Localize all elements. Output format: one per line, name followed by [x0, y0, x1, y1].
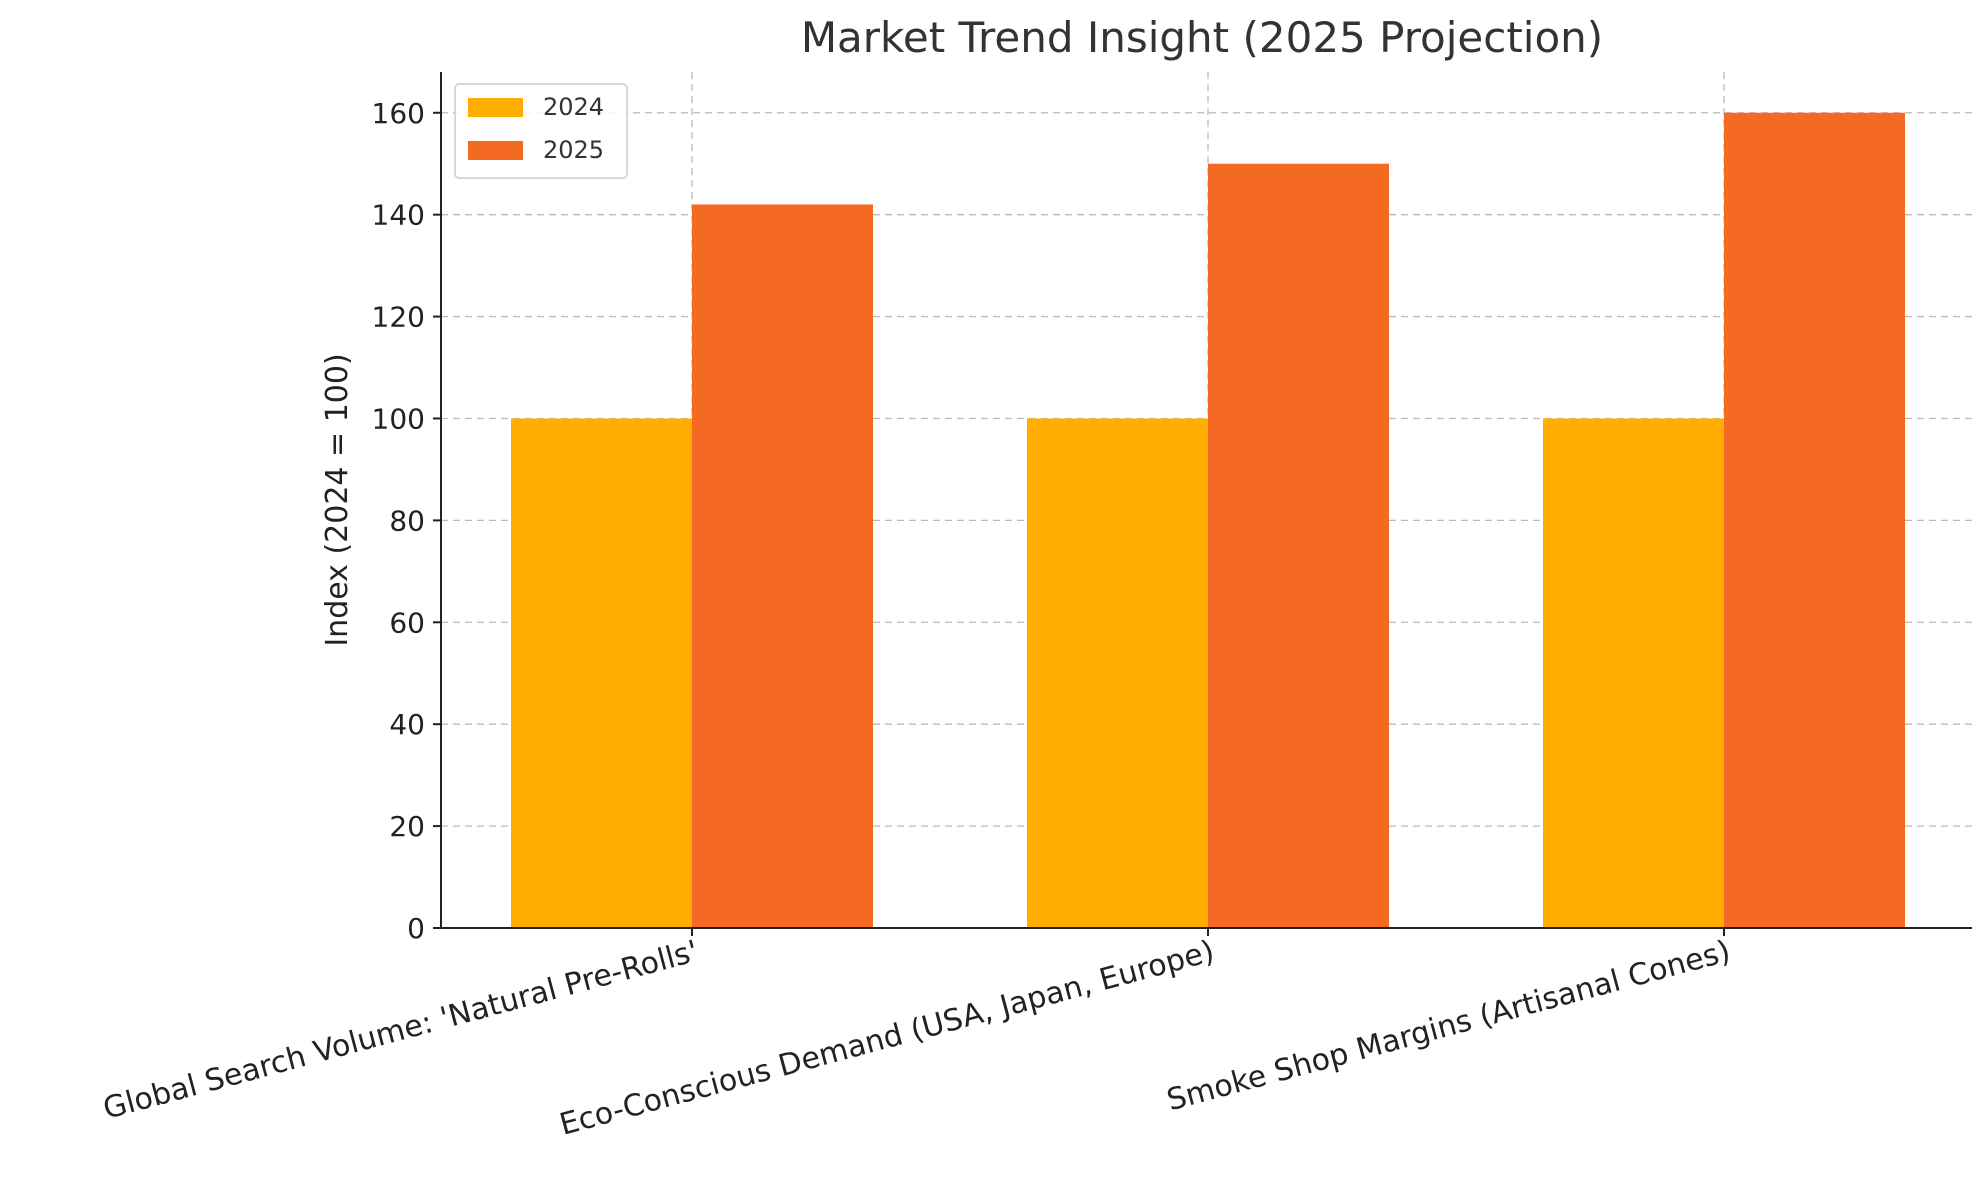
legend-swatch-2025: [468, 141, 523, 160]
y-tick-label: 0: [407, 912, 425, 945]
y-tick-label: 100: [372, 402, 425, 435]
chart-title: Market Trend Insight (2025 Projection): [801, 13, 1603, 62]
legend-label-2025: 2025: [543, 136, 604, 164]
y-axis-label: Index (2024 = 100): [320, 353, 355, 646]
y-tick-label: 160: [372, 97, 425, 130]
x-tick-label-3: Smoke Shop Margins (Artisanal Cones): [1163, 934, 1734, 1118]
bar-2024-3: [1543, 418, 1724, 928]
bar-2024-2: [1027, 418, 1208, 928]
y-tick-label: 140: [372, 199, 425, 232]
legend-label-2024: 2024: [543, 93, 604, 121]
y-tick-label: 40: [389, 708, 425, 741]
y-tick-label: 20: [389, 810, 425, 843]
bar-2025-1: [692, 204, 873, 928]
y-tick-label: 60: [389, 606, 425, 639]
bar-2025-2: [1208, 163, 1389, 928]
y-axis-ticks: 0 20 40 60 80 100 120 140 160: [372, 97, 441, 945]
bar-2024-1: [511, 418, 692, 928]
bar-2025-3: [1724, 112, 1905, 928]
y-tick-label: 80: [389, 504, 425, 537]
y-tick-label: 120: [372, 301, 425, 334]
bars: [511, 112, 1905, 928]
x-axis-ticks: Global Search Volume: 'Natural Pre-Rolls…: [100, 928, 1734, 1143]
legend: 2024 2025: [454, 83, 628, 179]
legend-swatch-2024: [468, 98, 523, 117]
